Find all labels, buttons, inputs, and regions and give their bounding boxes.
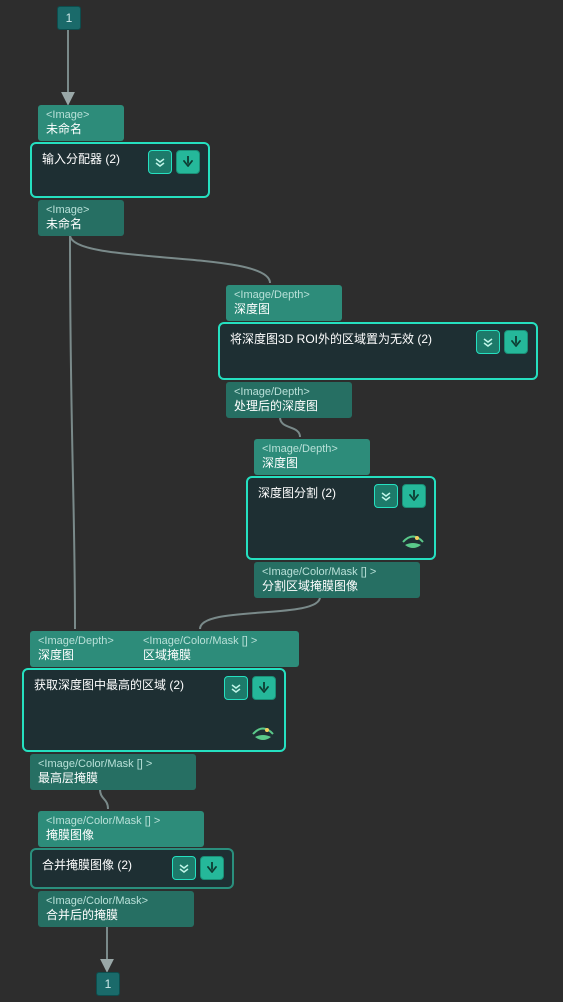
port-p_merge_out[interactable]: <Image/Color/Mask>合并后的掩膜 xyxy=(38,891,194,927)
preview-eye-icon[interactable] xyxy=(252,725,274,744)
node-n1[interactable]: 输入分配器 (2) xyxy=(30,142,210,198)
port-label: 未命名 xyxy=(46,217,116,231)
port-label: 区域掩膜 xyxy=(143,648,291,662)
port-label: 深度图 xyxy=(38,648,138,662)
port-p_mask_in[interactable]: <Image/Color/Mask [] >区域掩膜 xyxy=(135,631,299,667)
port-type: <Image/Depth> xyxy=(38,634,138,648)
execute-icon[interactable] xyxy=(504,330,528,354)
edge xyxy=(100,789,108,809)
port-p_depth3_in[interactable]: <Image/Depth>深度图 xyxy=(30,631,146,667)
node-buttons xyxy=(374,484,426,508)
port-label: 未命名 xyxy=(46,122,116,136)
port-label: 合并后的掩膜 xyxy=(46,908,186,922)
flow-canvas: 11<Image>未命名<Image>未命名<Image/Depth>深度图<I… xyxy=(0,0,563,1002)
node-n2[interactable]: 将深度图3D ROI外的区域置为无效 (2) xyxy=(218,322,538,380)
expand-icon[interactable] xyxy=(148,150,172,174)
port-type: <Image/Depth> xyxy=(234,288,334,302)
port-label: 深度图 xyxy=(262,456,362,470)
port-p_high_out[interactable]: <Image/Color/Mask [] >最高层掩膜 xyxy=(30,754,196,790)
execute-icon[interactable] xyxy=(252,676,276,700)
start-terminal[interactable]: 1 xyxy=(57,6,81,30)
expand-icon[interactable] xyxy=(172,856,196,880)
port-type: <Image/Depth> xyxy=(234,385,344,399)
port-type: <Image/Color/Mask [] > xyxy=(38,757,188,771)
port-label: 分割区域掩膜图像 xyxy=(262,579,412,593)
node-title: 合并掩膜图像 (2) xyxy=(42,856,162,873)
port-p_depth2_in[interactable]: <Image/Depth>深度图 xyxy=(254,439,370,475)
execute-icon[interactable] xyxy=(200,856,224,880)
node-title: 获取深度图中最高的区域 (2) xyxy=(34,676,214,693)
node-n3[interactable]: 深度图分割 (2) xyxy=(246,476,436,560)
node-n4[interactable]: 获取深度图中最高的区域 (2) xyxy=(22,668,286,752)
port-label: 掩膜图像 xyxy=(46,828,196,842)
expand-icon[interactable] xyxy=(476,330,500,354)
node-buttons xyxy=(476,330,528,354)
edge xyxy=(280,417,300,437)
port-label: 深度图 xyxy=(234,302,334,316)
port-type: <Image/Depth> xyxy=(262,442,362,456)
port-p_merge_in[interactable]: <Image/Color/Mask [] >掩膜图像 xyxy=(38,811,204,847)
port-type: <Image/Color/Mask [] > xyxy=(143,634,291,648)
port-label: 处理后的深度图 xyxy=(234,399,344,413)
port-type: <Image/Color/Mask [] > xyxy=(262,565,412,579)
expand-icon[interactable] xyxy=(374,484,398,508)
end-terminal[interactable]: 1 xyxy=(96,972,120,996)
execute-icon[interactable] xyxy=(176,150,200,174)
execute-icon[interactable] xyxy=(402,484,426,508)
node-title: 输入分配器 (2) xyxy=(42,150,138,167)
edge xyxy=(70,235,75,629)
port-p_depth1_in[interactable]: <Image/Depth>深度图 xyxy=(226,285,342,321)
preview-eye-icon[interactable] xyxy=(402,533,424,552)
port-type: <Image/Color/Mask> xyxy=(46,894,186,908)
port-type: <Image> xyxy=(46,203,116,217)
port-type: <Image/Color/Mask [] > xyxy=(46,814,196,828)
port-type: <Image> xyxy=(46,108,116,122)
port-p_img_in[interactable]: <Image>未命名 xyxy=(38,105,124,141)
edge xyxy=(200,597,320,629)
edge xyxy=(70,235,270,283)
port-p_img_out[interactable]: <Image>未命名 xyxy=(38,200,124,236)
expand-icon[interactable] xyxy=(224,676,248,700)
node-title: 将深度图3D ROI外的区域置为无效 (2) xyxy=(230,330,466,347)
port-p_seg_out[interactable]: <Image/Color/Mask [] >分割区域掩膜图像 xyxy=(254,562,420,598)
node-buttons xyxy=(148,150,200,174)
node-title: 深度图分割 (2) xyxy=(258,484,364,501)
node-buttons xyxy=(224,676,276,700)
node-buttons xyxy=(172,856,224,880)
port-p_depth1_out[interactable]: <Image/Depth>处理后的深度图 xyxy=(226,382,352,418)
node-n5[interactable]: 合并掩膜图像 (2) xyxy=(30,848,234,889)
port-label: 最高层掩膜 xyxy=(38,771,188,785)
